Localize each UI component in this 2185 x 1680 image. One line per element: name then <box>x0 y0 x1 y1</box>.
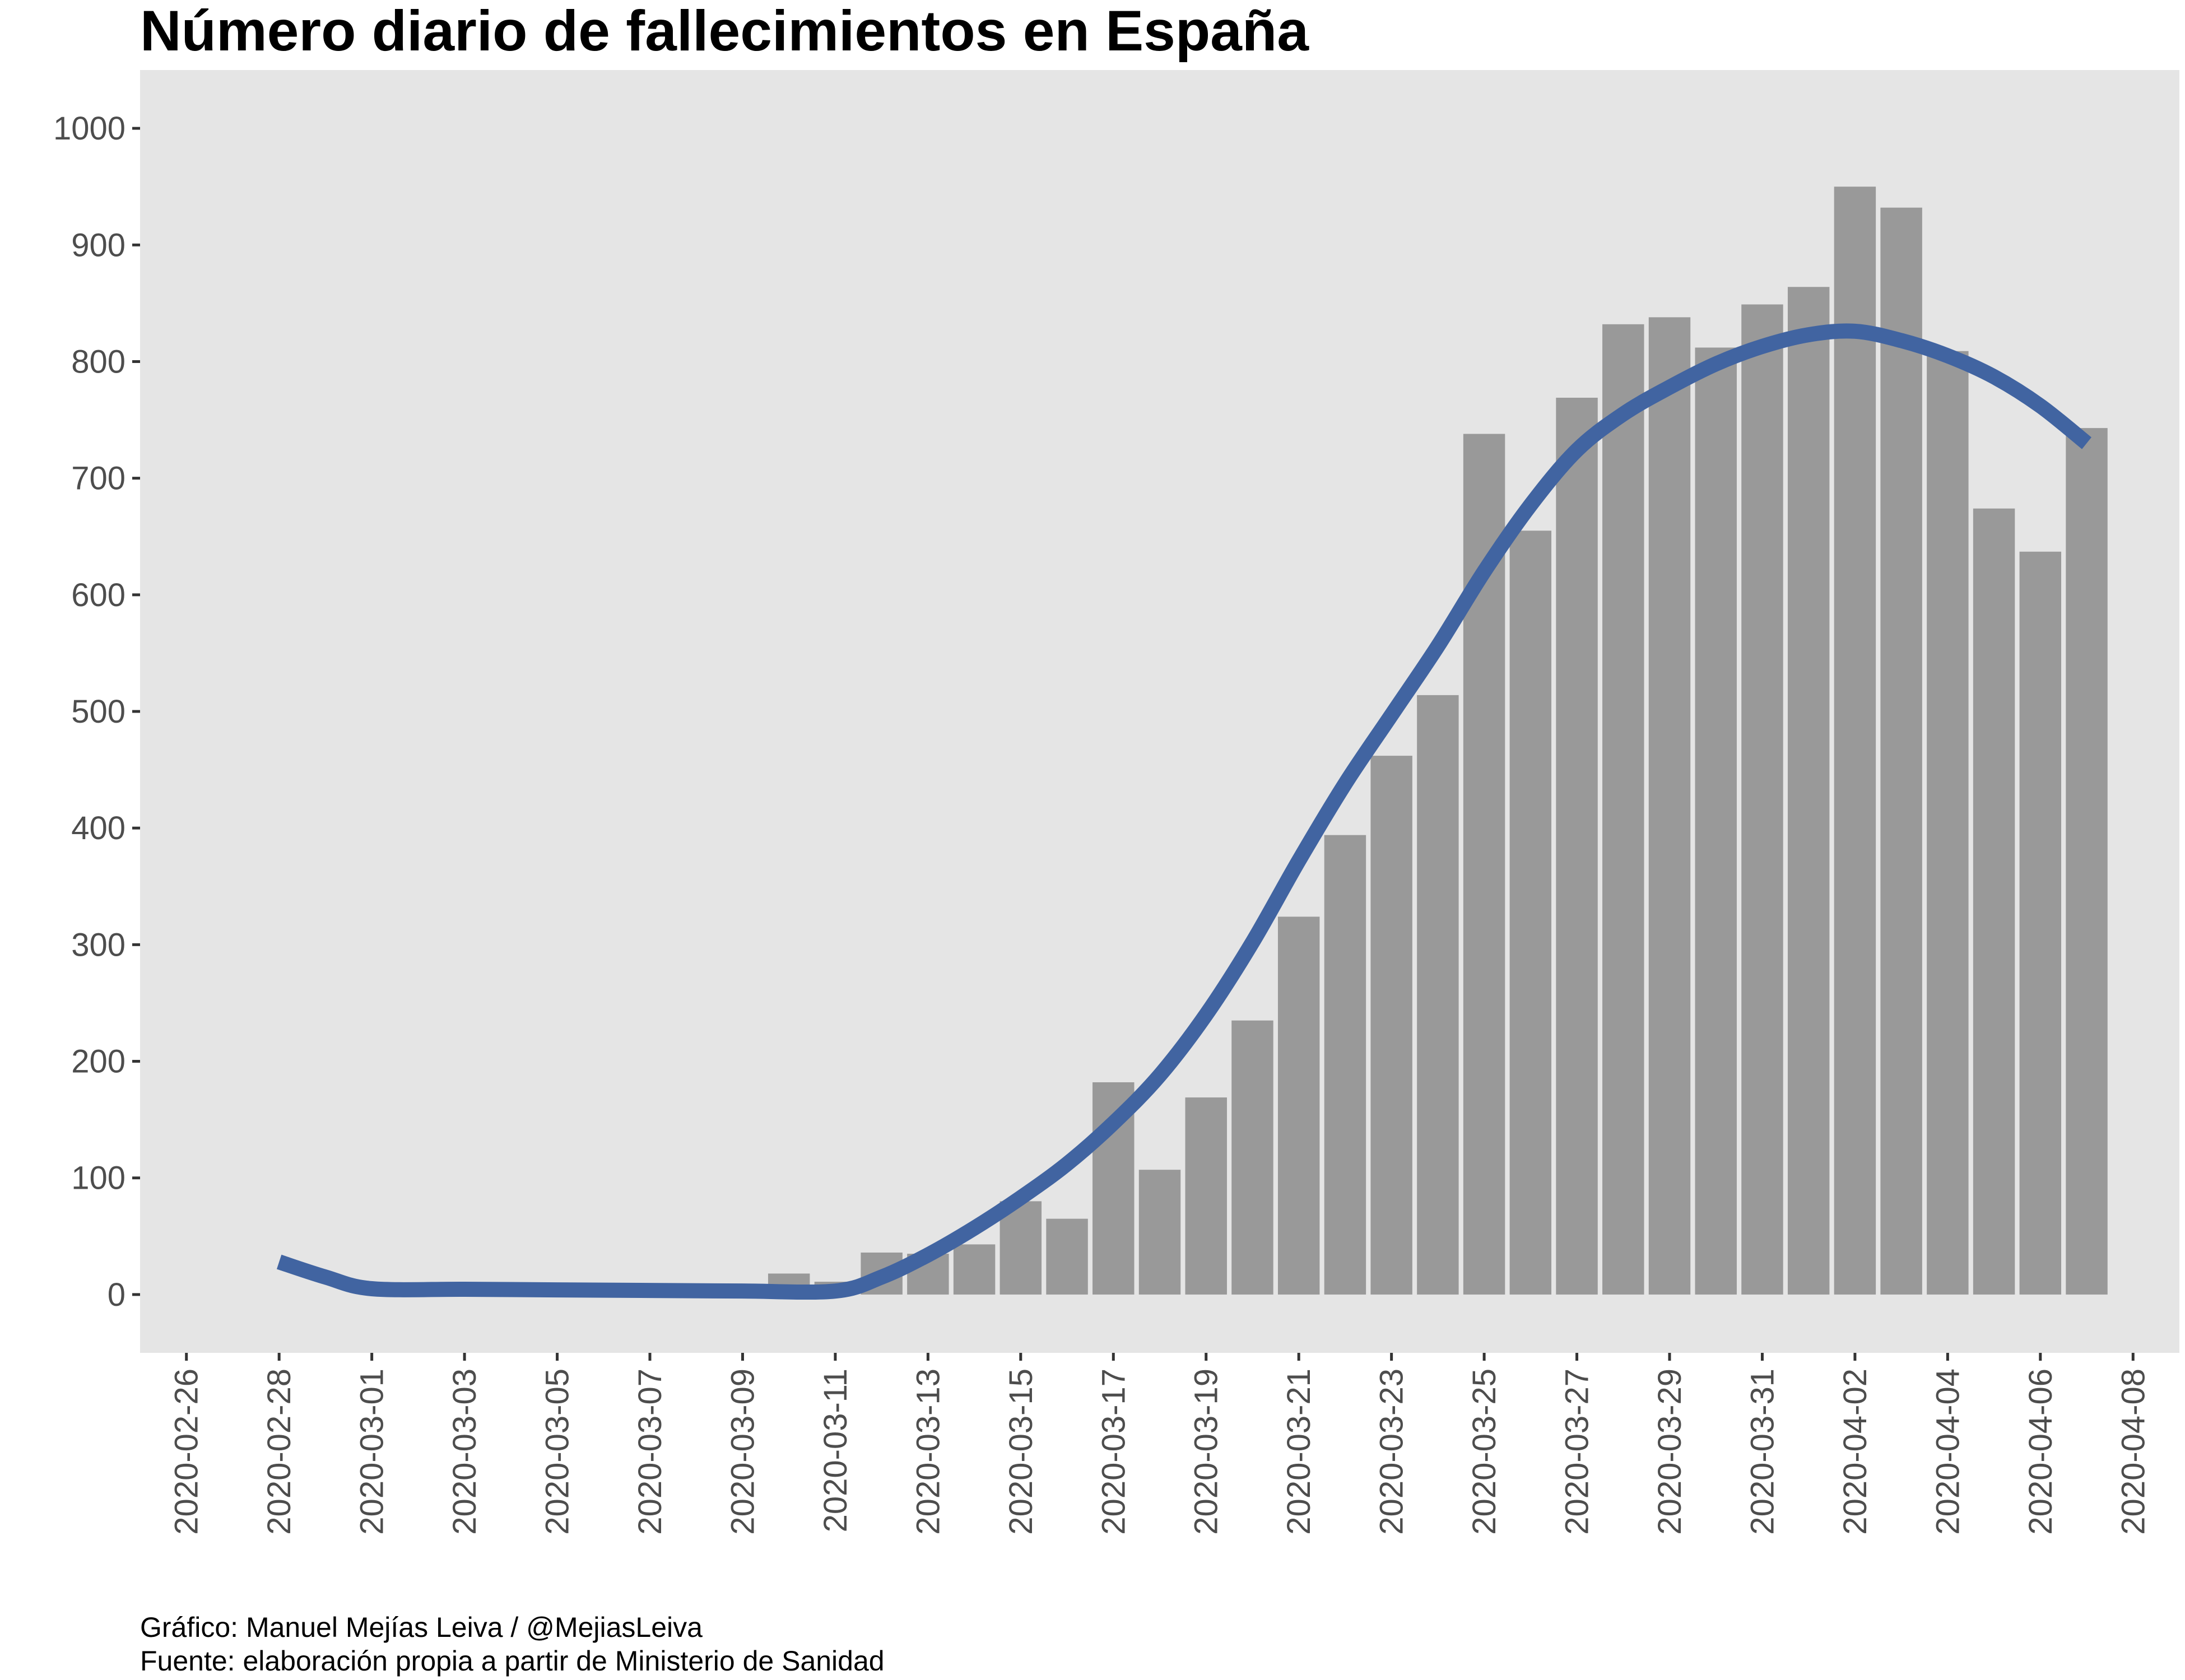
bar-2020-03-24 <box>1417 695 1459 1295</box>
y-tick-label-900: 900 <box>71 227 125 263</box>
x-tick-label-2020-03-19: 2020-03-19 <box>1188 1369 1225 1535</box>
bar-2020-03-16 <box>1046 1218 1088 1295</box>
x-tick-label-2020-03-17: 2020-03-17 <box>1095 1369 1132 1535</box>
x-axis: 2020-02-26 2020-02-28 2020-03-01 2020-03-03… <box>169 1353 2151 1535</box>
x-tick-label-2020-03-09: 2020-03-09 <box>724 1369 761 1535</box>
bar-2020-03-26 <box>1509 530 1552 1295</box>
bar-2020-03-18 <box>1138 1170 1181 1295</box>
bar-2020-03-19 <box>1185 1097 1227 1295</box>
x-tick-label-2020-03-23: 2020-03-23 <box>1374 1369 1410 1535</box>
x-tick-label-2020-03-05: 2020-03-05 <box>540 1369 576 1535</box>
bar-2020-04-04 <box>1927 351 1969 1295</box>
bar-2020-04-07 <box>2066 428 2108 1295</box>
y-tick-label-100: 100 <box>71 1160 125 1197</box>
trend-line <box>276 323 2092 1300</box>
bar-2020-03-30 <box>1695 347 1737 1295</box>
y-tick-label-700: 700 <box>71 460 125 497</box>
bar-2020-04-05 <box>1973 508 2015 1295</box>
bar-2020-03-20 <box>1231 1020 1273 1295</box>
bar-2020-04-06 <box>2019 551 2062 1295</box>
bar-2020-03-22 <box>1324 835 1366 1295</box>
x-tick-label-2020-04-06: 2020-04-06 <box>2023 1369 2059 1535</box>
bar-2020-04-02 <box>1834 187 1876 1295</box>
bar-2020-03-23 <box>1370 756 1412 1295</box>
x-tick-label-2020-04-02: 2020-04-02 <box>1837 1369 1873 1535</box>
bar-2020-03-15 <box>999 1201 1042 1295</box>
y-tick-label-0: 0 <box>108 1277 125 1313</box>
x-tick-label-2020-03-27: 2020-03-27 <box>1559 1369 1596 1535</box>
trend-layer <box>276 323 2092 1300</box>
x-tick-label-2020-02-26: 2020-02-26 <box>169 1369 205 1535</box>
x-tick-label-2020-03-15: 2020-03-15 <box>1003 1369 1039 1535</box>
x-tick-label-2020-03-07: 2020-03-07 <box>632 1369 668 1535</box>
x-tick-label-2020-03-29: 2020-03-29 <box>1652 1369 1688 1535</box>
y-tick-label-800: 800 <box>71 343 125 380</box>
bar-2020-03-29 <box>1648 317 1691 1295</box>
y-tick-label-400: 400 <box>71 810 125 846</box>
x-tick-label-2020-02-28: 2020-02-28 <box>261 1369 297 1535</box>
caption-author: Gráfico: Manuel Mejías Leiva / @MejiasLe… <box>140 1612 703 1643</box>
bar-2020-03-21 <box>1277 916 1320 1295</box>
x-tick-label-2020-03-01: 2020-03-01 <box>354 1369 390 1535</box>
x-tick-label-2020-04-04: 2020-04-04 <box>1930 1369 1966 1535</box>
bar-2020-03-31 <box>1741 304 1783 1295</box>
x-tick-label-2020-04-08: 2020-04-08 <box>2115 1369 2151 1535</box>
bar-2020-04-01 <box>1787 287 1830 1295</box>
y-tick-label-1000: 1000 <box>53 110 125 147</box>
y-tick-label-300: 300 <box>71 927 125 963</box>
y-tick-label-200: 200 <box>71 1044 125 1080</box>
x-tick-label-2020-03-13: 2020-03-13 <box>910 1369 946 1535</box>
caption-source: Fuente: elaboración propia a partir de M… <box>140 1645 885 1677</box>
y-axis: 0 100 200 300 400 500 600 700 800 900 1000 <box>53 110 140 1313</box>
y-tick-label-500: 500 <box>71 694 125 730</box>
bar-2020-03-28 <box>1602 324 1644 1295</box>
y-tick-label-600: 600 <box>71 577 125 613</box>
x-tick-label-2020-03-21: 2020-03-21 <box>1281 1369 1317 1535</box>
bar-2020-03-27 <box>1556 397 1598 1295</box>
x-tick-label-2020-03-31: 2020-03-31 <box>1744 1369 1780 1535</box>
bar-2020-03-14 <box>953 1244 996 1295</box>
x-tick-label-2020-03-25: 2020-03-25 <box>1466 1369 1503 1535</box>
bar-2020-04-03 <box>1880 207 1922 1295</box>
chart-title: Número diario de fallecimientos en Españ… <box>140 0 1309 63</box>
x-tick-label-2020-03-03: 2020-03-03 <box>447 1369 483 1535</box>
x-tick-label-2020-03-11: 2020-03-11 <box>817 1369 854 1532</box>
bars-layer <box>768 187 2108 1295</box>
